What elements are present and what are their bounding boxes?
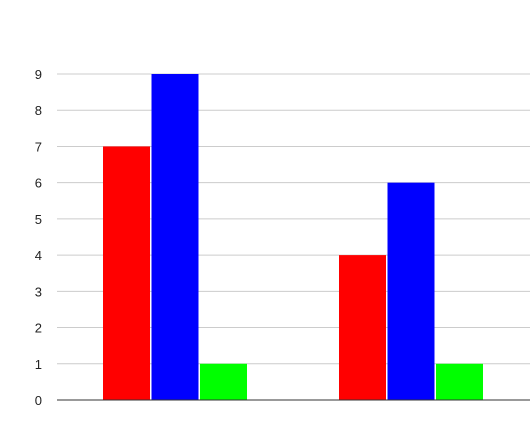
bar-group-1-series-1 xyxy=(103,146,150,400)
bar-group-2-series-3 xyxy=(436,363,483,400)
bars xyxy=(103,74,483,400)
y-axis-tick-labels: 0 1 2 3 4 5 6 7 8 9 xyxy=(35,67,42,408)
y-tick-label-8: 8 xyxy=(35,103,42,118)
y-tick-label-3: 3 xyxy=(35,284,42,299)
y-tick-label-1: 1 xyxy=(35,357,42,372)
bar-group-1-series-2 xyxy=(151,74,199,400)
y-tick-label-4: 4 xyxy=(35,248,42,263)
bar-group-2-series-1 xyxy=(339,255,386,400)
y-tick-label-7: 7 xyxy=(35,139,42,154)
y-tick-label-9: 9 xyxy=(35,67,42,82)
y-tick-label-2: 2 xyxy=(35,321,42,336)
y-tick-label-5: 5 xyxy=(35,212,42,227)
bar-group-2-series-2 xyxy=(387,182,435,400)
y-tick-label-6: 6 xyxy=(35,176,42,191)
bar-group-1-series-3 xyxy=(200,363,247,400)
y-tick-label-0: 0 xyxy=(35,393,42,408)
